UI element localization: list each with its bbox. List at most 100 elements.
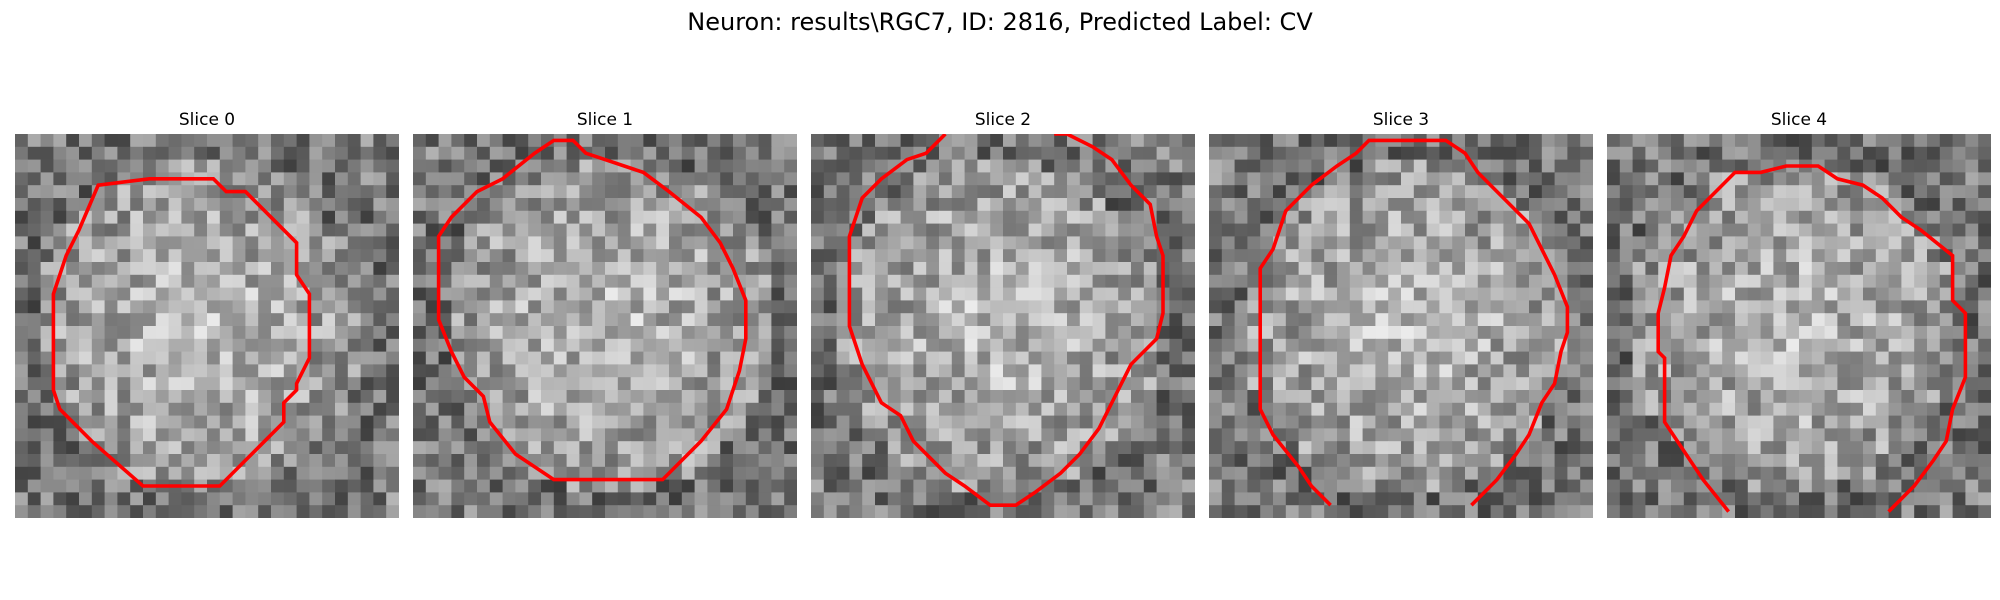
pixel-cell xyxy=(1619,210,1634,225)
pixel-cell xyxy=(990,313,1004,327)
pixel-cell xyxy=(1683,377,1698,391)
pixel-cell xyxy=(477,326,491,340)
pixel-cell xyxy=(1824,377,1838,391)
pixel-cell xyxy=(681,172,696,186)
pixel-cell xyxy=(977,415,991,429)
pixel-cell xyxy=(1824,479,1838,493)
pixel-cell xyxy=(438,364,452,378)
pixel-cell xyxy=(1863,313,1877,327)
pixel-cell xyxy=(1914,402,1928,417)
pixel-cell xyxy=(1337,287,1351,301)
pixel-cell xyxy=(541,262,555,276)
pixel-cell xyxy=(541,377,555,391)
pixel-cell xyxy=(784,466,797,481)
pixel-cell xyxy=(1413,415,1428,429)
pixel-cell xyxy=(617,351,632,365)
pixel-cell xyxy=(1516,390,1530,404)
pixel-cell xyxy=(477,198,491,212)
pixel-cell xyxy=(1054,159,1068,173)
pixel-cell xyxy=(258,351,272,365)
pixel-cell xyxy=(913,313,927,327)
pixel-cell xyxy=(104,249,118,263)
pixel-cell xyxy=(1658,198,1672,212)
pixel-cell xyxy=(91,146,106,161)
pixel-cell xyxy=(1298,454,1312,468)
pixel-cell xyxy=(15,274,29,289)
pixel-cell xyxy=(53,415,67,429)
pixel-cell xyxy=(335,287,349,301)
pixel-cell xyxy=(541,326,555,340)
pixel-cell xyxy=(784,505,797,518)
pixel-cell xyxy=(617,274,632,289)
pixel-cell xyxy=(207,300,221,314)
pixel-cell xyxy=(1375,300,1389,314)
pixel-cell xyxy=(143,262,157,276)
pixel-cell xyxy=(1811,210,1826,225)
pixel-cell xyxy=(15,364,29,378)
pixel-cell xyxy=(373,159,387,173)
pixel-cell xyxy=(1722,415,1736,429)
pixel-cell xyxy=(875,262,889,276)
pixel-cell xyxy=(990,287,1004,301)
pixel-cell xyxy=(784,402,797,417)
pixel-cell xyxy=(720,326,734,340)
pixel-cell xyxy=(1209,159,1223,173)
pixel-cell xyxy=(1079,402,1094,417)
pixel-cell xyxy=(347,210,362,225)
pixel-cell xyxy=(1554,377,1568,391)
pixel-cell xyxy=(681,351,696,365)
pixel-cell xyxy=(219,198,234,212)
pixel-cell xyxy=(373,351,387,365)
pixel-cell xyxy=(1914,274,1928,289)
pixel-cell xyxy=(990,223,1004,237)
pixel-cell xyxy=(1965,159,1979,173)
pixel-cell xyxy=(1901,159,1915,173)
pixel-cell xyxy=(386,262,399,276)
pixel-cell xyxy=(630,313,644,327)
pixel-cell xyxy=(373,172,387,186)
pixel-cell xyxy=(283,185,298,199)
pixel-cell xyxy=(694,390,708,404)
pixel-cell xyxy=(1260,287,1274,301)
pixel-cell xyxy=(168,377,182,391)
pixel-cell xyxy=(143,466,157,481)
pixel-cell xyxy=(887,249,902,263)
pixel-cell xyxy=(347,454,362,468)
pixel-cell xyxy=(1567,236,1581,250)
pixel-cell xyxy=(373,466,387,481)
pixel-cell xyxy=(1209,210,1223,225)
pixel-cell xyxy=(605,249,619,263)
pixel-cell xyxy=(643,479,657,493)
pixel-cell xyxy=(413,159,427,173)
pixel-cell xyxy=(823,313,838,327)
pixel-cell xyxy=(1015,262,1030,276)
pixel-cell xyxy=(630,428,644,442)
pixel-cell xyxy=(553,287,568,301)
pixel-cell xyxy=(592,351,606,365)
pixel-cell xyxy=(1324,300,1338,314)
pixel-cell xyxy=(1182,249,1195,263)
pixel-cell xyxy=(155,249,170,263)
pixel-cell xyxy=(745,236,760,250)
pixel-cell xyxy=(1003,146,1017,161)
pixel-cell xyxy=(40,441,54,455)
pixel-cell xyxy=(1671,505,1685,518)
pixel-cell xyxy=(1413,454,1428,468)
pixel-cell xyxy=(758,364,772,378)
pixel-cell xyxy=(1247,313,1261,327)
pixel-cell xyxy=(630,377,644,391)
pixel-cell xyxy=(1799,313,1813,327)
pixel-cell xyxy=(1567,338,1581,353)
pixel-cell xyxy=(219,159,234,173)
pixel-cell xyxy=(1952,326,1966,340)
pixel-cell xyxy=(1696,287,1710,301)
pixel-cell xyxy=(360,287,374,301)
pixel-cell xyxy=(1426,415,1440,429)
pixel-cell xyxy=(1503,210,1517,225)
pixel-cell xyxy=(617,454,632,468)
pixel-cell xyxy=(1722,441,1736,455)
pixel-cell xyxy=(811,492,825,506)
pixel-cell xyxy=(630,300,644,314)
pixel-cell xyxy=(335,326,349,340)
pixel-cell xyxy=(1169,146,1183,161)
